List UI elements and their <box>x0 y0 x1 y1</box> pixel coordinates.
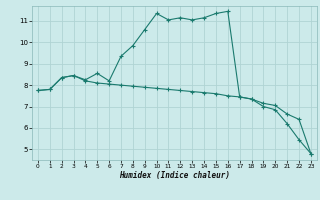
X-axis label: Humidex (Indice chaleur): Humidex (Indice chaleur) <box>119 171 230 180</box>
